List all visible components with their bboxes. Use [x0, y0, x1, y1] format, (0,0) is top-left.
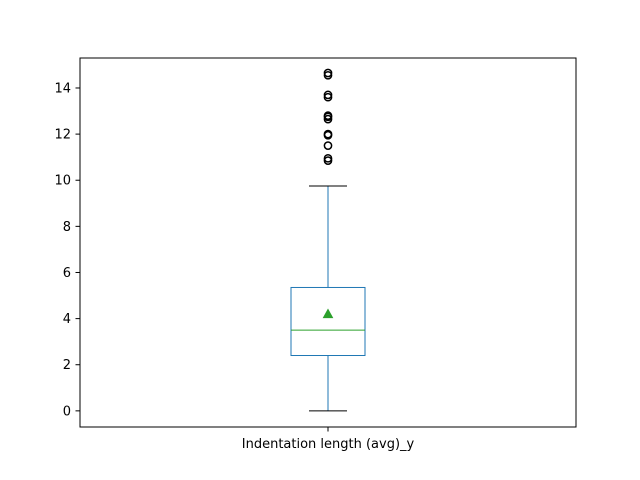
y-tick-label: 14: [54, 81, 71, 96]
outlier-point: [323, 68, 333, 78]
outlier-point: [323, 141, 333, 150]
y-tick-label: 8: [63, 220, 71, 235]
y-tick-label: 6: [63, 266, 71, 281]
y-tick-label: 2: [63, 358, 71, 373]
y-tick-label: 4: [63, 312, 71, 327]
y-tick-label: 10: [54, 174, 71, 189]
y-tick-label: 0: [63, 404, 71, 419]
outlier-point: [323, 153, 333, 163]
outlier-point: [323, 129, 333, 139]
mean-marker: [322, 308, 334, 319]
iqr-box: [290, 286, 366, 357]
y-tick-label: 12: [54, 128, 71, 143]
x-axis: Indentation length (avg)_y: [242, 427, 415, 452]
x-tick-label: Indentation length (avg)_y: [242, 437, 415, 452]
outlier-point: [323, 111, 333, 121]
plot-area: [290, 68, 366, 412]
outlier-point: [323, 90, 333, 100]
y-axis: 0 2 4 6 8 10 12 14: [54, 81, 80, 419]
